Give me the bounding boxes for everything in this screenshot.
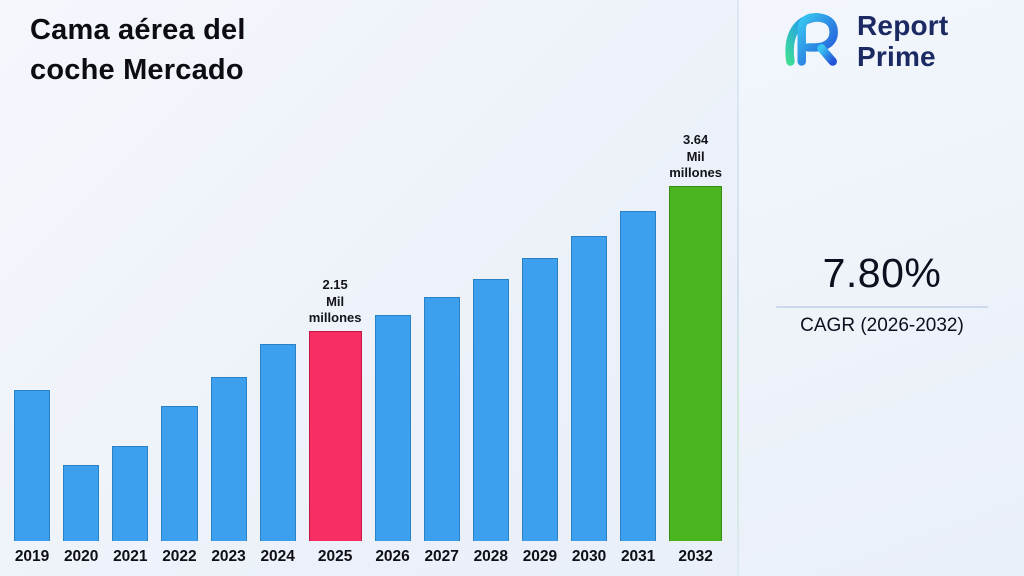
x-axis-label-2019: 2019 — [14, 548, 50, 565]
brand-name-line1: Report — [857, 9, 949, 41]
bar-column-2029: 2029 — [521, 258, 558, 566]
x-axis-label-2021: 2021 — [113, 548, 148, 565]
x-axis-label-2032: 2032 — [678, 548, 713, 565]
bar-2023 — [210, 377, 247, 541]
bar-column-2027: 2027 — [423, 297, 460, 566]
bar-2030 — [571, 236, 608, 541]
x-axis-label-2022: 2022 — [162, 548, 197, 565]
x-axis-label-2024: 2024 — [260, 548, 295, 565]
bar-column-2030: 2030 — [571, 236, 608, 566]
page-title-line1: Cama aérea del — [30, 14, 246, 46]
x-axis-label-2025: 2025 — [317, 548, 353, 565]
cagr-stat: 7.80% CAGR (2026-2032) — [762, 250, 1002, 337]
x-axis-label-2026: 2026 — [375, 548, 410, 565]
vertical-divider — [737, 0, 739, 576]
x-axis-label-2027: 2027 — [424, 548, 459, 565]
brand-name: Report Prime — [857, 9, 949, 73]
bar-column-2022: 2022 — [161, 406, 198, 566]
x-axis-label-2031: 2031 — [620, 548, 656, 565]
bar-chart: 2019 2020 2021 2022 2023 2024 2.15 Mil millones 2… — [14, 132, 722, 566]
bar-column-2026: 2026 — [374, 315, 411, 566]
x-axis-label-2020: 2020 — [63, 548, 99, 565]
cagr-label: CAGR (2026-2032) — [800, 315, 964, 336]
bar-2031 — [620, 211, 657, 541]
bar-chart-bars: 2019 2020 2021 2022 2023 2024 2.15 Mil millones 2… — [14, 132, 722, 566]
brand-name-line2: Prime — [857, 40, 936, 72]
bar-2019 — [14, 390, 51, 541]
bar-column-2028: 2028 — [472, 279, 509, 566]
bar-column-2020: 2020 — [63, 465, 100, 566]
bar-2025 — [308, 331, 362, 541]
report-prime-logo-icon — [779, 8, 847, 75]
bar-2028 — [472, 279, 509, 541]
page-title: Cama aérea del coche Mercado — [30, 10, 246, 90]
bar-2020 — [63, 465, 100, 541]
bar-column-2031: 2031 — [620, 211, 657, 566]
bar-column-2021: 2021 — [112, 446, 149, 566]
bar-column-2032: 3.64 Mil millones 2032 — [669, 132, 722, 566]
bar-2021 — [112, 446, 149, 541]
brand-logo: Report Prime — [779, 8, 948, 75]
cagr-value: 7.80% — [822, 250, 942, 296]
x-axis-label-2030: 2030 — [571, 548, 607, 565]
bar-2027 — [423, 297, 460, 541]
x-axis-label-2028: 2028 — [473, 548, 509, 565]
x-axis-label-2029: 2029 — [522, 548, 558, 565]
bar-value-label-2032: 3.64 Mil millones — [669, 132, 722, 180]
bar-2022 — [161, 406, 198, 541]
bar-column-2019: 2019 — [14, 390, 51, 566]
bar-column-2023: 2023 — [210, 377, 247, 566]
bar-2032 — [669, 186, 722, 541]
cagr-underline — [776, 306, 988, 308]
x-axis-label-2023: 2023 — [211, 548, 246, 565]
bar-value-label-2025: 2.15 Mil millones — [308, 277, 362, 325]
right-panel — [739, 0, 1024, 576]
bar-2026 — [374, 315, 411, 541]
bar-column-2024: 2024 — [259, 344, 296, 566]
bar-2024 — [259, 344, 296, 541]
bar-2029 — [521, 258, 558, 541]
bar-column-2025: 2.15 Mil millones 2025 — [308, 277, 362, 566]
page-title-line2: coche Mercado — [30, 54, 244, 87]
